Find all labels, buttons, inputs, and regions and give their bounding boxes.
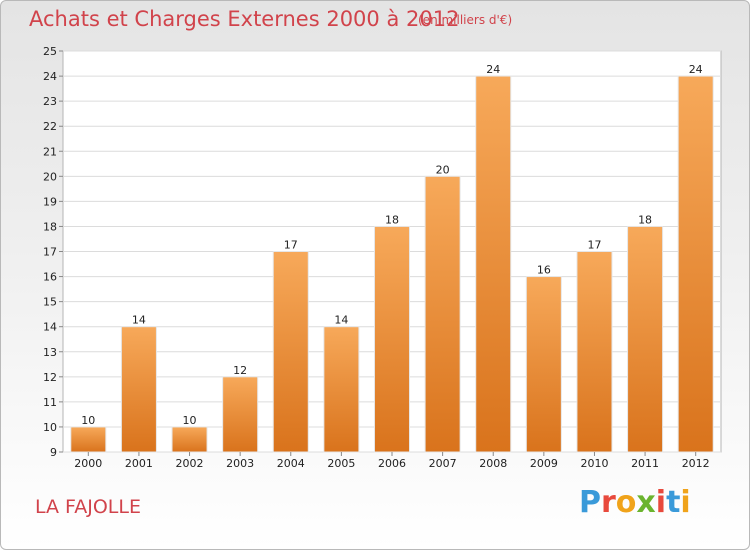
bar-value-label: 17 (284, 239, 298, 252)
x-tick-label: 2009 (530, 457, 558, 470)
y-tick-label: 9 (50, 446, 57, 459)
y-tick-label: 14 (43, 321, 57, 334)
bar-2007 (424, 175, 461, 453)
proxiti-logo: Proxiti (579, 485, 691, 520)
logo-letter: r (601, 485, 616, 520)
x-tick-label: 2007 (429, 457, 457, 470)
x-axis: 2000 2001 2002 2003 2004 2005 2006 2007 2008 2009… (74, 452, 710, 470)
bar-2009 (525, 276, 562, 453)
bar-value-label: 20 (436, 163, 450, 176)
x-tick-label: 2003 (226, 457, 254, 470)
bar-2000 (70, 426, 107, 453)
y-tick-label: 15 (43, 296, 57, 309)
bar-2002 (171, 426, 208, 453)
bar-2004 (272, 251, 309, 453)
y-tick-label: 25 (43, 45, 57, 58)
x-tick-label: 2008 (479, 457, 507, 470)
bar-2011 (627, 225, 664, 453)
x-tick-label: 2012 (682, 457, 710, 470)
bar-value-label: 16 (537, 264, 551, 277)
x-tick-label: 2001 (125, 457, 153, 470)
x-tick-label: 2004 (277, 457, 305, 470)
bar-2012 (677, 75, 714, 453)
bar-value-label: 10 (183, 414, 197, 427)
place-name: LA FAJOLLE (35, 496, 141, 518)
y-tick-label: 17 (43, 246, 57, 259)
bar-value-label: 14 (132, 314, 146, 327)
logo-letter: P (579, 485, 601, 520)
logo-letter: i (680, 485, 691, 520)
logo-letter: i (655, 485, 667, 520)
x-tick-label: 2002 (176, 457, 204, 470)
y-tick-label: 13 (43, 346, 57, 359)
bar-2001 (120, 326, 157, 453)
y-tick-label: 12 (43, 371, 57, 384)
bar-2008 (475, 75, 512, 453)
y-tick-label: 24 (43, 70, 57, 83)
x-tick-label: 2011 (631, 457, 659, 470)
bar-2003 (222, 376, 259, 453)
chart-subtitle: (en milliers d'€) (418, 13, 513, 27)
bar-value-label: 24 (689, 63, 703, 76)
x-tick-label: 2010 (580, 457, 608, 470)
y-tick-label: 11 (43, 396, 57, 409)
bar-value-label: 18 (385, 213, 399, 226)
y-tick-label: 16 (43, 271, 57, 284)
bar-value-label: 17 (587, 239, 601, 252)
y-tick-label: 19 (43, 195, 57, 208)
bar-value-label: 14 (334, 314, 348, 327)
bar-2005 (323, 326, 360, 453)
x-tick-label: 2006 (378, 457, 406, 470)
logo-letter: t (666, 485, 681, 520)
logo-letter: o (615, 485, 637, 520)
y-tick-label: 21 (43, 145, 57, 158)
y-tick-label: 23 (43, 95, 57, 108)
bar-value-label: 12 (233, 364, 247, 377)
y-tick-label: 18 (43, 220, 57, 233)
y-tick-label: 20 (43, 170, 57, 183)
bar-2006 (374, 225, 410, 453)
logo-letter: x (636, 485, 656, 520)
bar-2010 (576, 251, 613, 453)
y-tick-label: 22 (43, 120, 57, 133)
y-axis: 9 10 11 12 13 14 15 16 17 18 19 20 21 22 23 24 25 (43, 45, 63, 459)
bar-value-label: 10 (81, 414, 95, 427)
x-tick-label: 2000 (74, 457, 102, 470)
y-tick-label: 10 (43, 421, 57, 434)
chart-title: Achats et Charges Externes 2000 à 2012 (29, 7, 460, 31)
bar-value-label: 18 (638, 213, 652, 226)
x-tick-label: 2005 (327, 457, 355, 470)
bar-value-label: 24 (486, 63, 500, 76)
